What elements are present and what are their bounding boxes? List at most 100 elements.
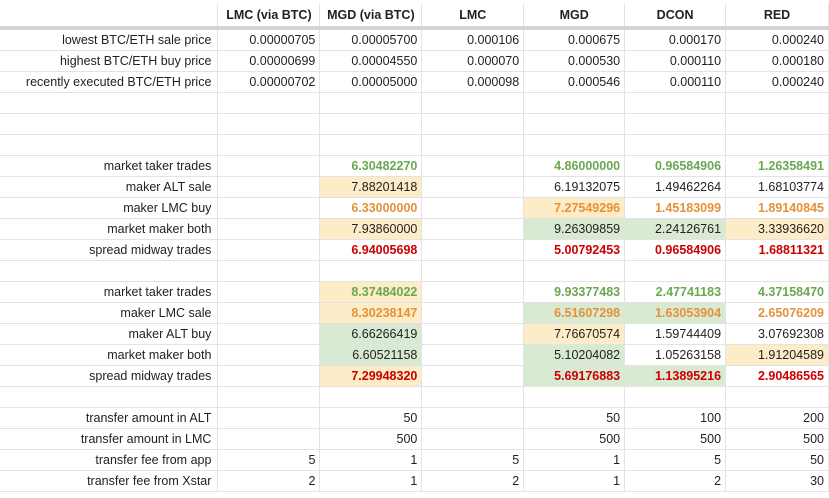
cell[interactable]: 9.26309859 — [523, 218, 626, 240]
cell[interactable]: 1.68103774 — [725, 176, 829, 198]
cell[interactable]: 0.000110 — [624, 50, 727, 72]
cell[interactable] — [217, 407, 321, 429]
cell[interactable]: 500 — [624, 428, 727, 450]
cell[interactable] — [319, 92, 423, 114]
cell[interactable]: 50 — [523, 407, 626, 429]
cell[interactable]: 5 — [217, 449, 321, 471]
cell[interactable] — [421, 239, 525, 261]
cell[interactable]: 0.00000705 — [217, 28, 321, 51]
cell[interactable] — [217, 155, 321, 177]
cell[interactable] — [421, 197, 525, 219]
row-label[interactable]: spread midway trades — [0, 239, 219, 261]
cell[interactable]: 4.86000000 — [523, 155, 626, 177]
cell[interactable] — [421, 155, 525, 177]
cell[interactable]: 7.76670574 — [523, 323, 626, 345]
row-label[interactable]: maker LMC sale — [0, 302, 219, 324]
column-header[interactable]: LMC (via BTC) — [217, 4, 321, 30]
cell[interactable]: 0.000675 — [523, 28, 626, 51]
cell[interactable]: 5.69176883 — [523, 365, 626, 387]
cell[interactable] — [319, 386, 423, 408]
cell[interactable]: 7.88201418 — [319, 176, 423, 198]
cell[interactable]: 5.00792453 — [523, 239, 626, 261]
cell[interactable]: 1.68811321 — [725, 239, 829, 261]
cell[interactable] — [217, 176, 321, 198]
cell[interactable]: 500 — [319, 428, 423, 450]
cell[interactable]: 6.66266419 — [319, 323, 423, 345]
cell[interactable] — [217, 386, 321, 408]
cell[interactable] — [421, 365, 525, 387]
cell[interactable]: 2.47741183 — [624, 281, 727, 303]
cell[interactable] — [421, 134, 525, 156]
cell[interactable]: 7.27549296 — [523, 197, 626, 219]
cell[interactable] — [421, 218, 525, 240]
cell[interactable]: 0.000240 — [725, 28, 829, 51]
cell[interactable]: 1.59744409 — [624, 323, 727, 345]
cell[interactable]: 2.24126761 — [624, 218, 727, 240]
cell[interactable]: 1 — [523, 449, 626, 471]
cell[interactable]: 3.33936620 — [725, 218, 829, 240]
cell[interactable]: 1.13895216 — [624, 365, 727, 387]
cell[interactable] — [624, 113, 727, 135]
cell[interactable]: 7.93860000 — [319, 218, 423, 240]
cell[interactable] — [421, 386, 525, 408]
cell[interactable]: 0.00004550 — [319, 50, 423, 72]
cell[interactable]: 30 — [725, 470, 829, 492]
cell[interactable] — [725, 92, 829, 114]
cell[interactable] — [421, 344, 525, 366]
cell[interactable]: 1.05263158 — [624, 344, 727, 366]
cell[interactable]: 5.10204082 — [523, 344, 626, 366]
cell[interactable]: 1.26358491 — [725, 155, 829, 177]
row-label[interactable]: lowest BTC/ETH sale price — [0, 28, 219, 51]
cell[interactable]: 0.000546 — [523, 71, 626, 93]
cell[interactable]: 0.00005000 — [319, 71, 423, 93]
cell[interactable] — [217, 197, 321, 219]
cell[interactable]: 0.000240 — [725, 71, 829, 93]
cell[interactable] — [523, 260, 626, 282]
cell[interactable]: 5 — [624, 449, 727, 471]
cell[interactable] — [319, 134, 423, 156]
row-label[interactable] — [0, 386, 219, 408]
cell[interactable]: 1.45183099 — [624, 197, 727, 219]
cell[interactable]: 0.000070 — [421, 50, 525, 72]
cell[interactable]: 500 — [523, 428, 626, 450]
row-label[interactable]: transfer fee from app — [0, 449, 219, 471]
cell[interactable] — [624, 260, 727, 282]
column-header[interactable]: MGD — [523, 4, 626, 30]
cell[interactable] — [217, 113, 321, 135]
row-label[interactable]: transfer amount in ALT — [0, 407, 219, 429]
cell[interactable]: 6.60521158 — [319, 344, 423, 366]
cell[interactable] — [217, 218, 321, 240]
row-label[interactable]: maker ALT sale — [0, 176, 219, 198]
cell[interactable] — [319, 260, 423, 282]
cell[interactable]: 200 — [725, 407, 829, 429]
cell[interactable]: 100 — [624, 407, 727, 429]
row-label[interactable]: market taker trades — [0, 281, 219, 303]
cell[interactable]: 0.000106 — [421, 28, 525, 51]
cell[interactable]: 6.51607298 — [523, 302, 626, 324]
row-label[interactable]: market taker trades — [0, 155, 219, 177]
cell[interactable]: 2.65076209 — [725, 302, 829, 324]
cell[interactable]: 0.000180 — [725, 50, 829, 72]
cell[interactable] — [421, 302, 525, 324]
cell[interactable] — [624, 134, 727, 156]
cell[interactable]: 7.29948320 — [319, 365, 423, 387]
cell[interactable]: 1.91204589 — [725, 344, 829, 366]
cell[interactable]: 1.63053904 — [624, 302, 727, 324]
cell[interactable]: 0.00000702 — [217, 71, 321, 93]
cell[interactable]: 50 — [725, 449, 829, 471]
cell[interactable]: 4.37158470 — [725, 281, 829, 303]
cell[interactable] — [217, 281, 321, 303]
cell[interactable]: 1.89140845 — [725, 197, 829, 219]
cell[interactable] — [725, 386, 829, 408]
column-header[interactable]: DCON — [624, 4, 727, 30]
cell[interactable] — [421, 113, 525, 135]
cell[interactable]: 6.33000000 — [319, 197, 423, 219]
cell[interactable]: 9.93377483 — [523, 281, 626, 303]
cell[interactable]: 2 — [421, 470, 525, 492]
cell[interactable]: 2 — [217, 470, 321, 492]
cell[interactable] — [523, 113, 626, 135]
cell[interactable] — [217, 302, 321, 324]
cell[interactable] — [421, 92, 525, 114]
cell[interactable]: 2 — [624, 470, 727, 492]
column-header[interactable]: LMC — [421, 4, 525, 30]
